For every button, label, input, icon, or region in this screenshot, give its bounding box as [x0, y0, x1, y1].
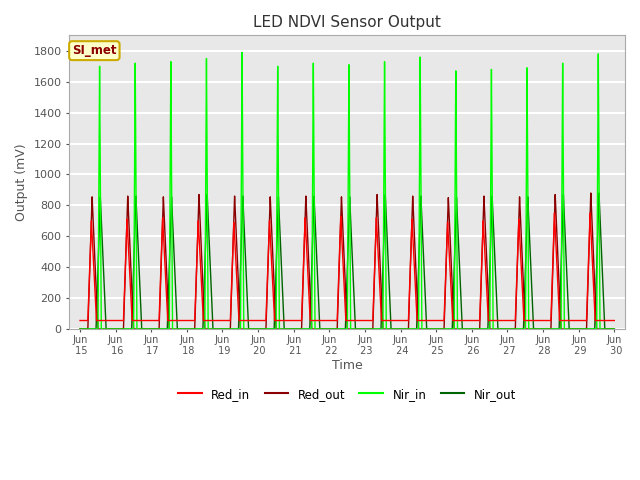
Y-axis label: Output (mV): Output (mV): [15, 144, 28, 221]
X-axis label: Time: Time: [332, 359, 362, 372]
Legend: Red_in, Red_out, Nir_in, Nir_out: Red_in, Red_out, Nir_in, Nir_out: [173, 383, 521, 405]
Title: LED NDVI Sensor Output: LED NDVI Sensor Output: [253, 15, 441, 30]
Text: SI_met: SI_met: [72, 44, 116, 57]
